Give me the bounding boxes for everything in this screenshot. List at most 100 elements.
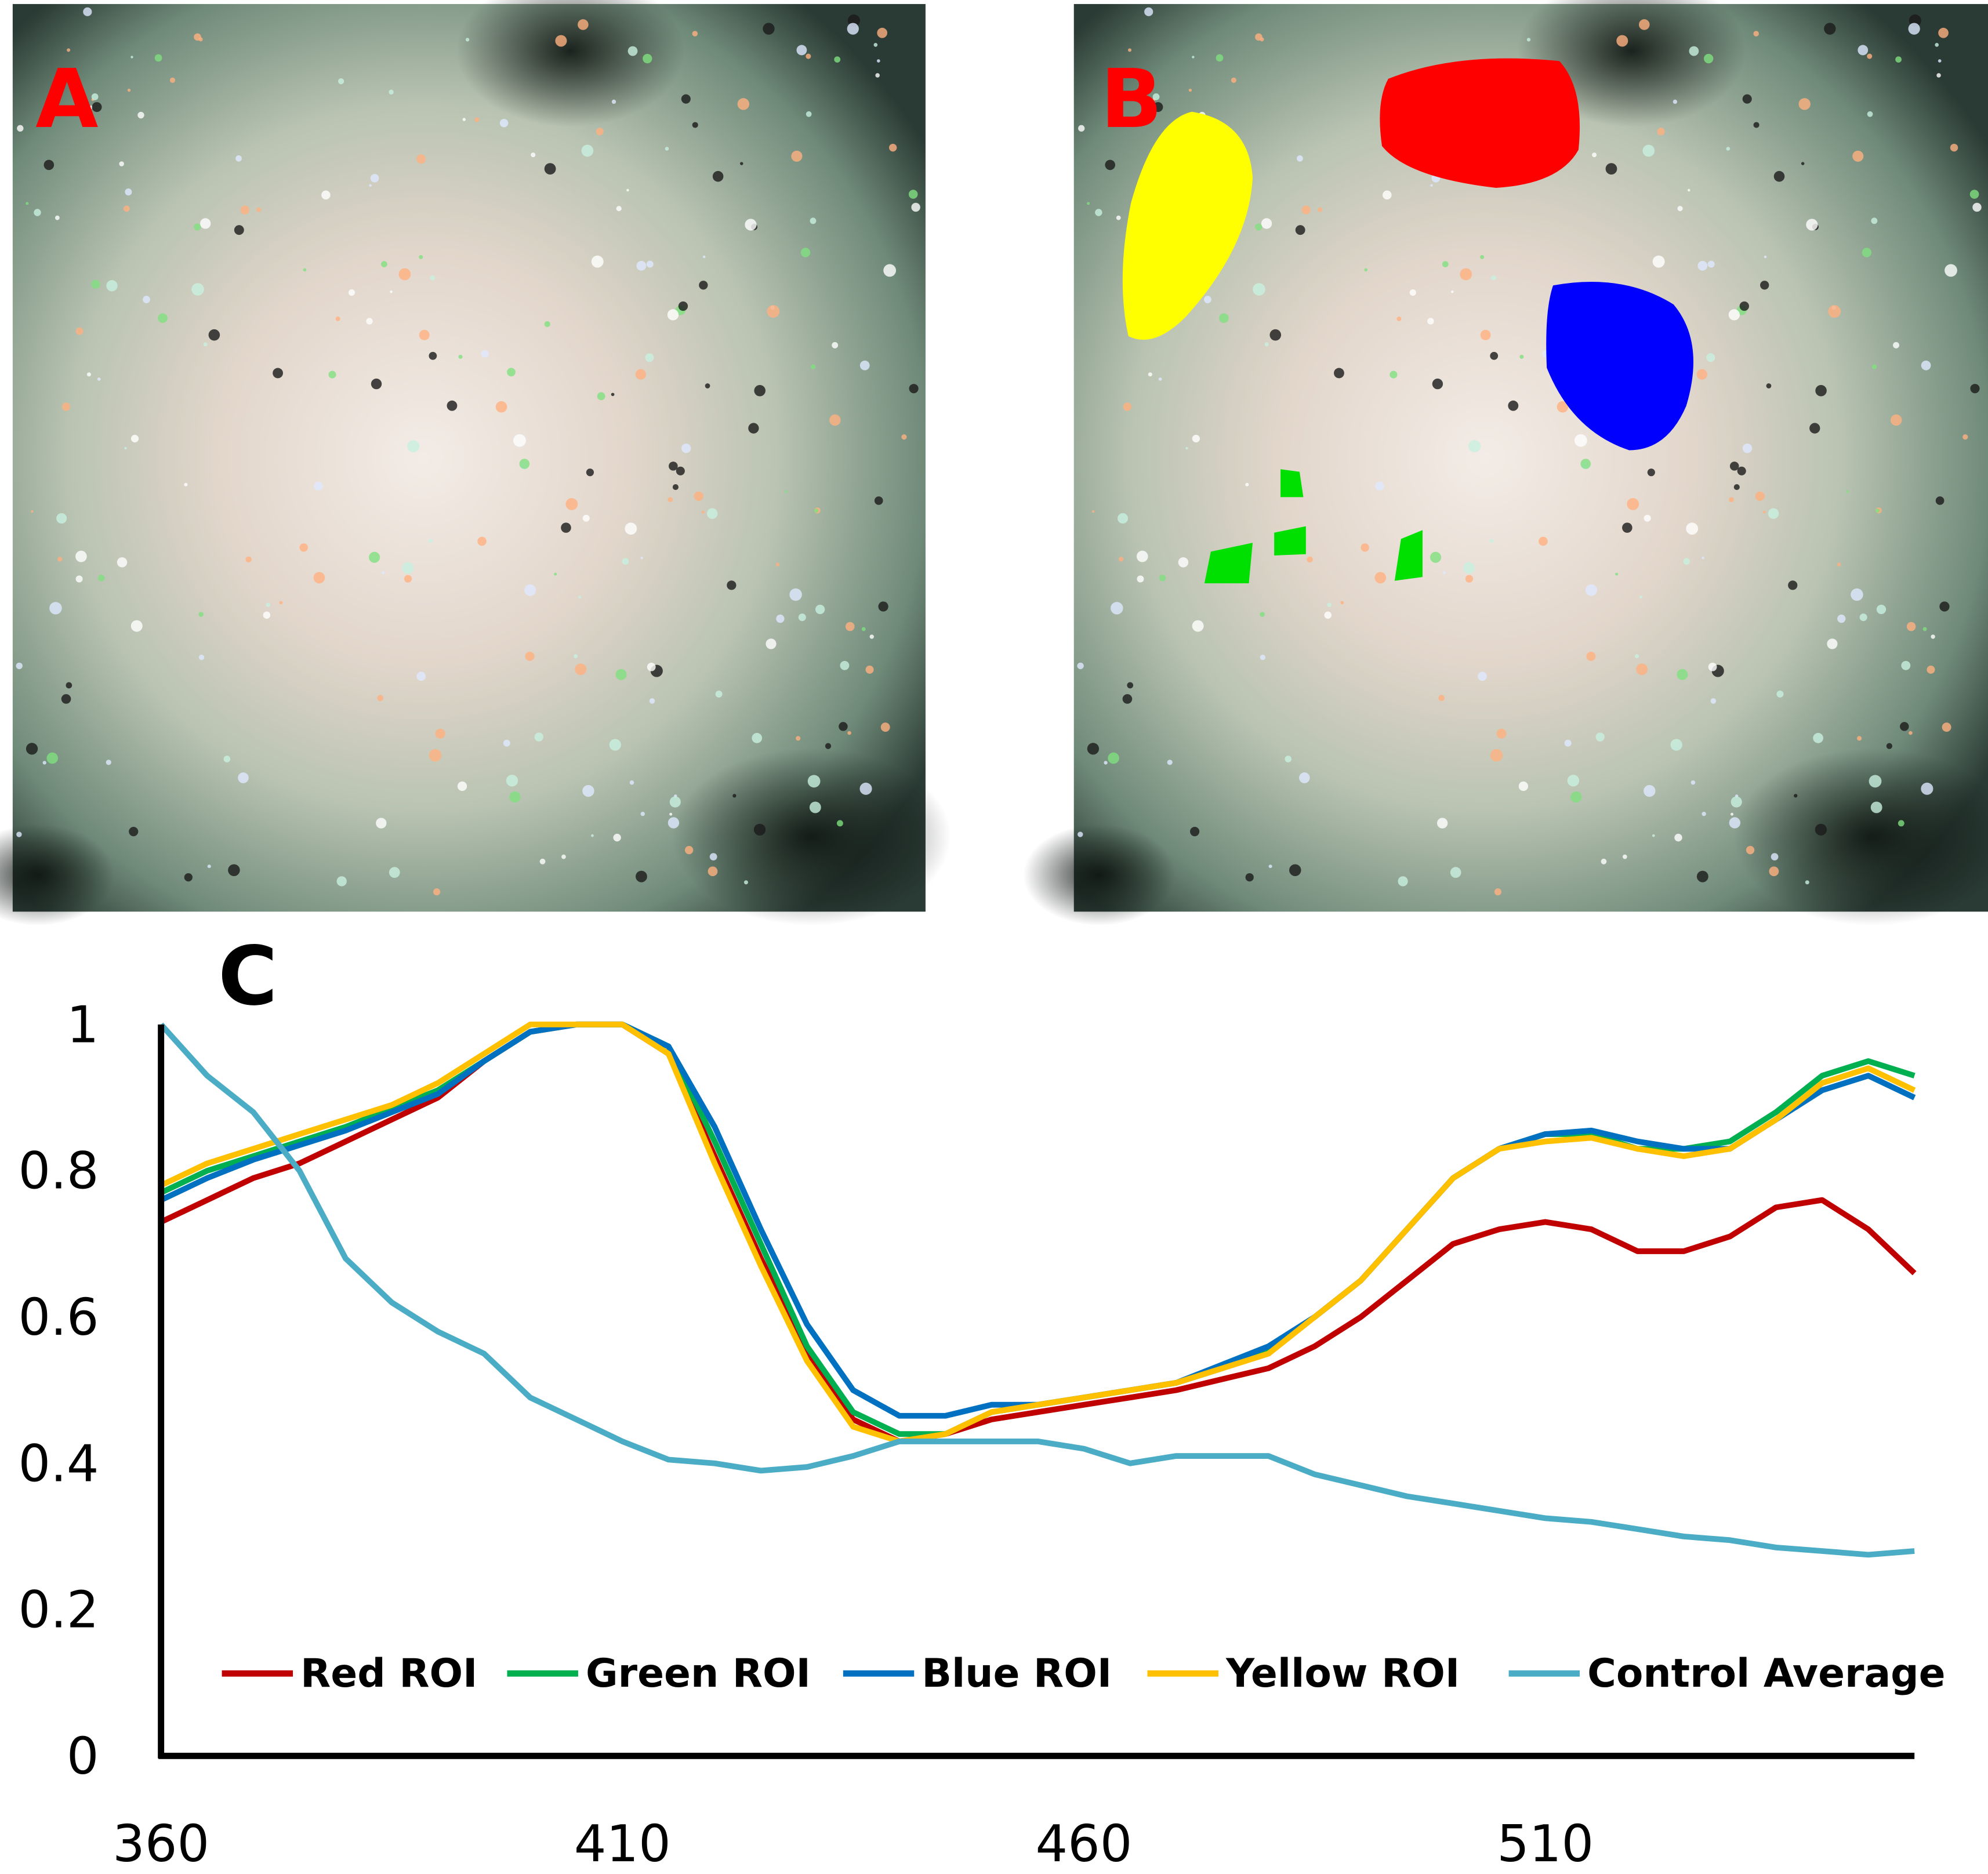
speck [1813, 733, 1823, 743]
speck [800, 248, 811, 257]
speck [169, 77, 176, 83]
speck [1733, 484, 1740, 491]
speck [106, 760, 111, 765]
speck [555, 35, 567, 47]
speck [1746, 845, 1755, 855]
speck [1564, 739, 1572, 747]
speck [1496, 728, 1507, 739]
panel-label: C [218, 929, 278, 1023]
speck [616, 206, 622, 212]
speck [46, 752, 59, 764]
speck [727, 580, 737, 590]
speck [861, 627, 866, 631]
speck [256, 207, 262, 212]
x-tick-label: 510 [1497, 1814, 1594, 1873]
speck [1639, 595, 1642, 599]
speck [321, 190, 331, 200]
legend-label: Red ROI [300, 1650, 477, 1696]
speck [1876, 604, 1887, 615]
speck [699, 281, 708, 290]
speck [1710, 698, 1717, 704]
speck [901, 434, 907, 440]
speck [198, 654, 205, 660]
speck [1494, 888, 1502, 896]
speck [1875, 509, 1880, 513]
speck [16, 662, 23, 670]
speck [83, 7, 92, 16]
speck [1837, 562, 1841, 566]
speck [1788, 580, 1798, 590]
panel-label: A [35, 52, 98, 146]
speck [622, 558, 629, 565]
speck [1153, 102, 1163, 112]
speck [1771, 853, 1779, 861]
speck [92, 102, 102, 112]
speck [1077, 662, 1084, 670]
speck [740, 162, 743, 165]
speck [840, 660, 850, 670]
speck [798, 613, 806, 622]
speck [335, 316, 340, 321]
speck [416, 671, 426, 681]
speck [390, 290, 393, 293]
speck [1683, 558, 1690, 565]
speck [1118, 513, 1129, 524]
speck [1261, 218, 1272, 229]
speck [1686, 522, 1699, 535]
speck [143, 296, 150, 303]
speck [67, 48, 71, 52]
speck [1846, 490, 1849, 493]
speck [815, 604, 825, 615]
speck [1327, 602, 1332, 607]
speck [575, 663, 587, 675]
speck [1334, 368, 1344, 379]
speck [1936, 73, 1941, 78]
speck [743, 880, 748, 885]
speck [565, 497, 578, 510]
speck [1644, 785, 1656, 797]
speck [1216, 54, 1224, 62]
speck [1158, 377, 1162, 381]
speck [1490, 351, 1499, 360]
speck [1935, 496, 1945, 505]
speck [428, 539, 433, 543]
speck [106, 280, 118, 292]
speck [1478, 671, 1487, 681]
speck [775, 562, 780, 566]
speck [507, 368, 516, 377]
plot-area: 0 0.2 0.4 0.6 0.8 1 360 410 460 510 Red ROI Green R… [18, 995, 1945, 1873]
speck [1255, 223, 1263, 231]
speck [1921, 782, 1933, 795]
speck [314, 481, 323, 491]
x-tick-label: 410 [574, 1814, 671, 1873]
speck [203, 342, 208, 347]
speck [419, 329, 430, 340]
speck [635, 369, 647, 380]
speck [754, 384, 766, 397]
speck [1383, 190, 1392, 200]
speck [796, 45, 807, 56]
speck [506, 775, 518, 787]
speck [117, 557, 128, 568]
speck [647, 662, 656, 671]
speck [513, 434, 526, 447]
speck [1307, 556, 1313, 563]
roi-overlays [1122, 58, 1693, 584]
speck [1704, 53, 1714, 64]
speck [1108, 752, 1119, 764]
series-line [159, 1021, 1916, 1419]
speck [1301, 205, 1311, 215]
speck [1539, 536, 1548, 546]
speck [228, 864, 240, 876]
speck [873, 43, 878, 47]
speck [1776, 690, 1784, 698]
speck [544, 321, 550, 328]
speck [1696, 369, 1707, 380]
speck [627, 46, 638, 56]
speck [457, 781, 467, 791]
speck [1742, 443, 1753, 453]
speck [877, 27, 888, 38]
speck [245, 556, 252, 563]
speck [745, 219, 757, 231]
speck [839, 722, 848, 731]
